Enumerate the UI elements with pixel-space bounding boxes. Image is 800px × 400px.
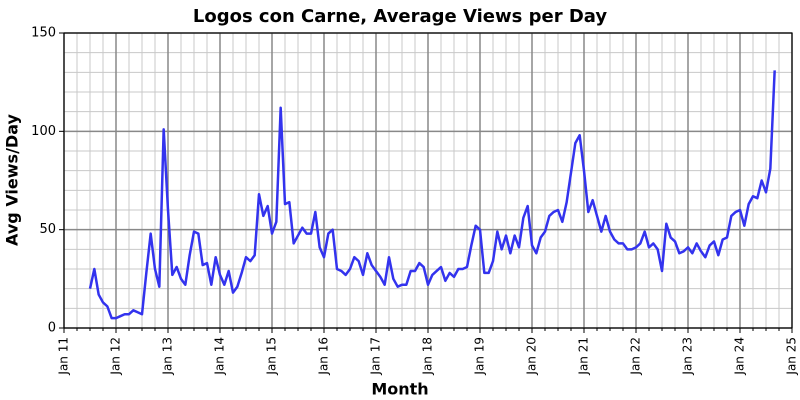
y-tick-label: 50 [39,222,56,237]
x-tick-label: Jan 19 [473,337,487,376]
x-tick-label: Jan 13 [161,337,175,376]
x-tick-label: Jan 22 [629,337,643,376]
x-tick-label: Jan 18 [421,337,435,376]
x-tick-label: Jan 14 [213,337,227,376]
y-axis-label: Avg Views/Day [3,114,22,246]
x-tick-label: Jan 17 [369,337,383,376]
y-tick-label: 150 [31,26,56,41]
x-tick-label: Jan 21 [577,337,591,376]
chart-title: Logos con Carne, Average Views per Day [193,6,608,27]
y-tick-label: 0 [48,321,56,336]
plot [88,70,776,320]
x-tick-label: Jan 16 [317,337,331,376]
x-tick-label: Jan 23 [681,337,695,376]
y-tick-label: 100 [31,124,56,139]
line-series [88,70,776,320]
x-tick-label: Jan 20 [525,337,539,376]
x-tick-label: Jan 15 [265,337,279,376]
x-tick-label: Jan 11 [57,337,71,376]
x-axis-label: Month [371,380,428,399]
x-tick-label: Jan 25 [785,337,799,376]
x-tick-label: Jan 24 [733,337,747,376]
x-tick-label: Jan 12 [109,337,123,376]
